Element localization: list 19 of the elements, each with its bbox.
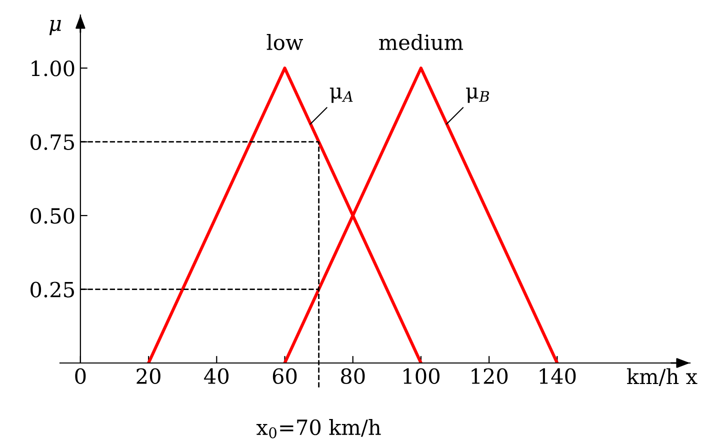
x-tick-label: 80 bbox=[341, 368, 365, 384]
x-tick-label: 40 bbox=[204, 368, 229, 384]
x-tick-label: 120 bbox=[472, 368, 508, 384]
annotation: μ$_{A}$ bbox=[330, 88, 353, 103]
x-tick-label: 100 bbox=[404, 368, 440, 384]
y-tick-label: 0.75 bbox=[30, 134, 74, 150]
y-tick-label: 0.50 bbox=[30, 208, 74, 224]
x-tick-label: 60 bbox=[272, 368, 297, 384]
series-label: medium bbox=[379, 34, 464, 50]
y-axis-title: μ bbox=[49, 20, 61, 36]
x-tick-label: 140 bbox=[540, 368, 576, 384]
ref-line-label: x$_{0}$=70 km/h bbox=[256, 419, 381, 438]
y-tick-label: 0.25 bbox=[30, 282, 74, 298]
x-tick-label: 0 bbox=[75, 368, 86, 384]
x-axis-title: km/h x bbox=[626, 368, 698, 386]
annotation: μ$_{B}$ bbox=[466, 88, 490, 103]
y-tick-label: 1.00 bbox=[32, 60, 74, 76]
series-label: low bbox=[266, 34, 303, 50]
x-tick-label: 20 bbox=[136, 368, 160, 384]
